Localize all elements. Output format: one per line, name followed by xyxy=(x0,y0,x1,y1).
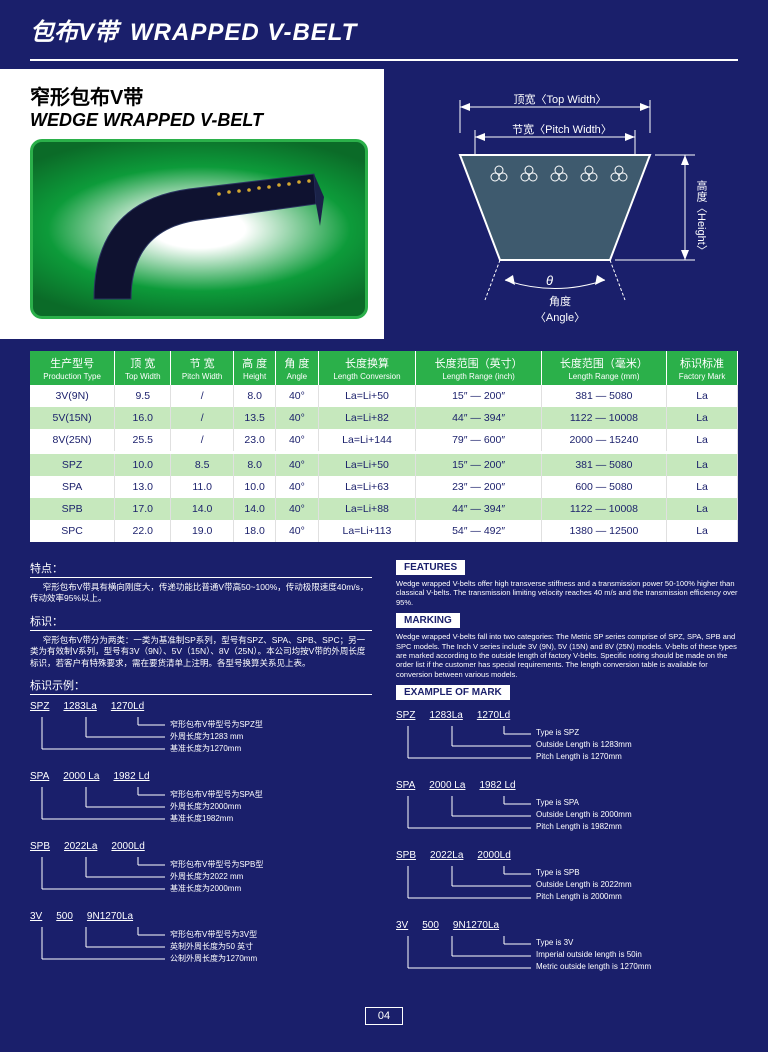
label-angle: 角度〈Angle〉 xyxy=(520,293,600,325)
mark-example: SPA2000 La1982 LdPitch Length is 1982mmO… xyxy=(396,780,738,836)
mark-example: SPA2000 La1982 Ld基准长度1982mm外周长度为2000mm窄形… xyxy=(30,771,372,827)
table-header: 长度范围（英寸）Length Range (inch) xyxy=(416,351,541,385)
feat-title-3-en: EXAMPLE OF MARK xyxy=(396,685,510,700)
feat-text-1-en: Wedge wrapped V-belts offer high transve… xyxy=(396,579,738,607)
table-header: 节 宽Pitch Width xyxy=(171,351,234,385)
features-section: 特点： 窄形包布V带具有横向刚度大，传递功能比普通V带高50~100%，传动极限… xyxy=(0,550,768,1006)
page-number: 04 xyxy=(365,1007,403,1025)
product-panel: 窄形包布V带 WEDGE WRAPPED V-BELT xyxy=(0,69,384,339)
feat-title-2-en: MARKING xyxy=(396,613,460,628)
label-top-width: 顶宽〈Top Width〉 xyxy=(500,91,620,107)
page-number-area: 04 xyxy=(0,1006,768,1037)
table-header: 顶 宽Top Width xyxy=(115,351,171,385)
page-header: 包布V带 WRAPPED V-BELT xyxy=(0,0,768,59)
table-row: 8V(25N)25.5/23.040°La=Li+14479″ — 600″20… xyxy=(30,429,738,451)
feat-title-1-en: FEATURES xyxy=(396,560,465,575)
header-cn: 包布V带 xyxy=(30,12,118,47)
feat-text-1-cn: 窄形包布V带具有横向刚度大，传递功能比普通V带高50~100%，传动极限速度40… xyxy=(30,582,372,605)
feat-title-2-cn: 标识： xyxy=(30,613,372,631)
table-row: SPC22.019.018.040°La=Li+11354″ — 492″138… xyxy=(30,520,738,542)
cross-section-diagram xyxy=(400,85,740,315)
features-english: FEATURES Wedge wrapped V-belts offer hig… xyxy=(396,560,738,990)
diagram-panel: 顶宽〈Top Width〉 节宽〈Pitch Width〉 高度〈Height〉… xyxy=(384,69,768,339)
feat-title-3-cn: 标识示例： xyxy=(30,677,372,695)
belt-illustration xyxy=(69,154,329,304)
mark-example: SPB2022La2000Ld基准长度为2000mm外周长度为2022 mm窄形… xyxy=(30,841,372,897)
header-underline xyxy=(30,59,738,61)
header-en: WRAPPED V-BELT xyxy=(130,19,357,47)
feat-text-2-en: Wedge wrapped V-belts fall into two cate… xyxy=(396,632,738,679)
table-header: 高 度Height xyxy=(233,351,275,385)
table-row: SPB17.014.014.040°La=Li+8844″ — 394″1122… xyxy=(30,498,738,520)
table-row: 3V(9N)9.5/8.040°La=Li+5015″ — 200″381 — … xyxy=(30,385,738,407)
label-height: 高度〈Height〉 xyxy=(693,180,709,256)
product-image xyxy=(30,139,368,319)
subtitle-en: WEDGE WRAPPED V-BELT xyxy=(30,110,368,131)
table-header: 角 度Angle xyxy=(276,351,318,385)
label-theta: θ xyxy=(546,273,553,288)
top-section: 窄形包布V带 WEDGE WRAPPED V-BELT xyxy=(0,69,768,339)
label-pitch-width: 节宽〈Pitch Width〉 xyxy=(502,121,622,137)
mark-example: 3V5009N1270LaMetric outside length is 12… xyxy=(396,920,738,976)
table-row: SPZ10.08.58.040°La=Li+5015″ — 200″381 — … xyxy=(30,454,738,476)
spec-table: 生产型号Production Type顶 宽Top Width节 宽Pitch … xyxy=(30,351,738,542)
feat-title-1-cn: 特点： xyxy=(30,560,372,578)
table-row: SPA13.011.010.040°La=Li+6323″ — 200″600 … xyxy=(30,476,738,498)
features-chinese: 特点： 窄形包布V带具有横向刚度大，传递功能比普通V带高50~100%，传动极限… xyxy=(30,560,372,990)
table-row: 5V(15N)16.0/13.540°La=Li+8244″ — 394″112… xyxy=(30,407,738,429)
feat-text-2-cn: 窄形包布V带分为两类：一类为基准制SP系列，型号有SPZ、SPA、SPB、SPC… xyxy=(30,635,372,669)
table-header: 长度换算Length Conversion xyxy=(318,351,416,385)
table-header: 长度范围（毫米）Length Range (mm) xyxy=(541,351,666,385)
subtitle-cn: 窄形包布V带 xyxy=(30,81,368,110)
mark-example: SPZ1283La1270Ld基准长度为1270mm外周长度为1283 mm窄形… xyxy=(30,701,372,757)
table-header: 标识标准Factory Mark xyxy=(667,351,738,385)
spec-table-section: 生产型号Production Type顶 宽Top Width节 宽Pitch … xyxy=(0,339,768,550)
table-header: 生产型号Production Type xyxy=(30,351,115,385)
mark-example: SPZ1283La1270LdPitch Length is 1270mmOut… xyxy=(396,710,738,766)
mark-example: SPB2022La2000LdPitch Length is 2000mmOut… xyxy=(396,850,738,906)
mark-example: 3V5009N1270La公制外周长度为1270mm英制外周长度为50 英寸窄形… xyxy=(30,911,372,967)
